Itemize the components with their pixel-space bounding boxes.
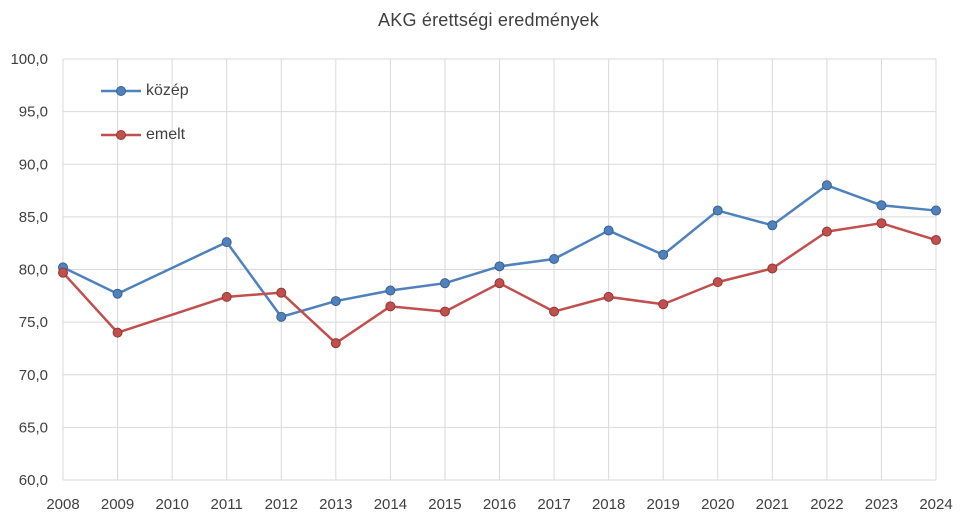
x-axis-tick-label: 2010 (155, 496, 188, 513)
data-point-emelt-2017 (549, 306, 560, 317)
x-axis-tick-label: 2012 (265, 496, 298, 513)
data-point-emelt-2011 (221, 291, 232, 302)
series-line-kozep (61, 184, 938, 319)
data-point-kozep-2011 (221, 237, 232, 248)
x-axis-tick-label: 2024 (919, 496, 952, 513)
y-axis-tick-label: 85,0 (19, 209, 48, 226)
data-point-kozep-2017 (549, 253, 560, 264)
data-point-kozep-2016 (494, 261, 505, 272)
legend-label-emelt: emelt (146, 126, 186, 143)
y-axis-tick-label: 90,0 (19, 156, 48, 173)
data-point-kozep-2018 (603, 225, 614, 236)
y-axis-tick-label: 80,0 (19, 262, 48, 279)
data-point-kozep-2019 (658, 249, 669, 260)
emelt-line-marker-icon (101, 130, 141, 140)
x-axis-tick-label: 2021 (756, 496, 789, 513)
data-point-kozep-2012 (276, 311, 287, 322)
x-axis-tick-label: 2020 (701, 496, 734, 513)
x-axis-tick-label: 2016 (483, 496, 516, 513)
data-point-emelt-2014 (385, 301, 396, 312)
y-axis-tick-label: 100,0 (10, 51, 48, 68)
x-axis-tick-label: 2014 (374, 496, 407, 513)
data-point-kozep-2020 (712, 205, 723, 216)
legend: közép emelt (101, 80, 189, 146)
y-axis-tick-label: 70,0 (19, 367, 48, 384)
chart-title: AKG érettségi eredmények (378, 10, 599, 30)
series-line-emelt (61, 221, 938, 345)
data-point-emelt-2009 (112, 327, 123, 338)
data-point-kozep-2024 (931, 205, 941, 216)
data-point-kozep-2022 (821, 180, 832, 191)
data-point-emelt-2013 (330, 338, 341, 349)
data-point-emelt-2008 (58, 267, 68, 278)
data-point-emelt-2018 (603, 291, 614, 302)
data-point-emelt-2019 (658, 299, 669, 310)
y-axis-tick-label: 95,0 (19, 104, 48, 121)
y-axis-tick-label: 60,0 (19, 472, 48, 489)
legend-item-kozep: közép (101, 80, 189, 102)
data-point-kozep-2014 (385, 285, 396, 296)
data-point-emelt-2020 (712, 277, 723, 288)
data-point-emelt-2024 (931, 235, 941, 246)
x-axis-tick-label: 2022 (810, 496, 843, 513)
x-axis-tick-label: 2019 (647, 496, 680, 513)
data-point-kozep-2015 (439, 278, 450, 289)
data-point-emelt-2023 (876, 218, 887, 229)
x-axis-tick-label: 2009 (101, 496, 134, 513)
data-point-emelt-2022 (821, 226, 832, 237)
y-axis-tick-label: 75,0 (19, 314, 48, 331)
x-axis-tick-label: 2011 (211, 496, 243, 513)
x-axis-tick-label: 2018 (592, 496, 625, 513)
x-axis-tick-label: 2017 (537, 496, 570, 513)
data-point-kozep-2013 (330, 296, 341, 307)
data-point-kozep-2023 (876, 200, 887, 211)
data-point-emelt-2021 (767, 263, 778, 274)
data-point-kozep-2021 (767, 220, 778, 231)
data-point-emelt-2016 (494, 278, 505, 289)
x-axis-tick-label: 2008 (46, 496, 79, 513)
legend-item-emelt: emelt (101, 124, 189, 146)
x-axis-tick-label: 2023 (865, 496, 898, 513)
data-point-kozep-2009 (112, 288, 123, 299)
x-axis-tick-label: 2013 (319, 496, 352, 513)
kozep-line-marker-icon (101, 86, 141, 96)
y-axis-tick-label: 65,0 (19, 419, 48, 436)
data-point-emelt-2015 (439, 306, 450, 317)
legend-label-kozep: közép (146, 82, 189, 99)
data-point-emelt-2012 (276, 287, 287, 298)
x-axis-tick-label: 2015 (428, 496, 461, 513)
